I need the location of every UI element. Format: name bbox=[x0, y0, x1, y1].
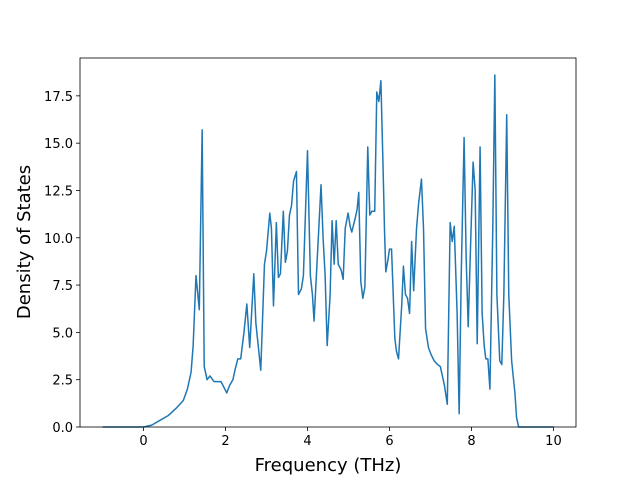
x-tick-label: 0 bbox=[139, 434, 147, 449]
y-tick-label: 10.0 bbox=[44, 232, 73, 247]
y-tick-label: 0.0 bbox=[52, 421, 73, 436]
y-tick-label: 12.5 bbox=[44, 184, 73, 199]
x-tick-label: 2 bbox=[221, 434, 229, 449]
plot-frame bbox=[79, 57, 577, 428]
y-tick-label: 17.5 bbox=[44, 90, 73, 105]
x-tick-label: 6 bbox=[385, 434, 393, 449]
y-tick-label: 2.5 bbox=[52, 374, 73, 389]
x-tick-label: 8 bbox=[467, 434, 475, 449]
x-axis-label: Frequency (THz) bbox=[255, 455, 402, 476]
x-tick-label: 4 bbox=[303, 434, 311, 449]
y-axis-label: Density of States bbox=[14, 165, 35, 319]
y-tick-label: 15.0 bbox=[44, 137, 73, 152]
x-tick-label: 10 bbox=[545, 434, 562, 449]
line bbox=[102, 74, 554, 428]
y-tick-label: 7.5 bbox=[52, 279, 73, 294]
y-tick-label: 5.0 bbox=[52, 326, 73, 341]
